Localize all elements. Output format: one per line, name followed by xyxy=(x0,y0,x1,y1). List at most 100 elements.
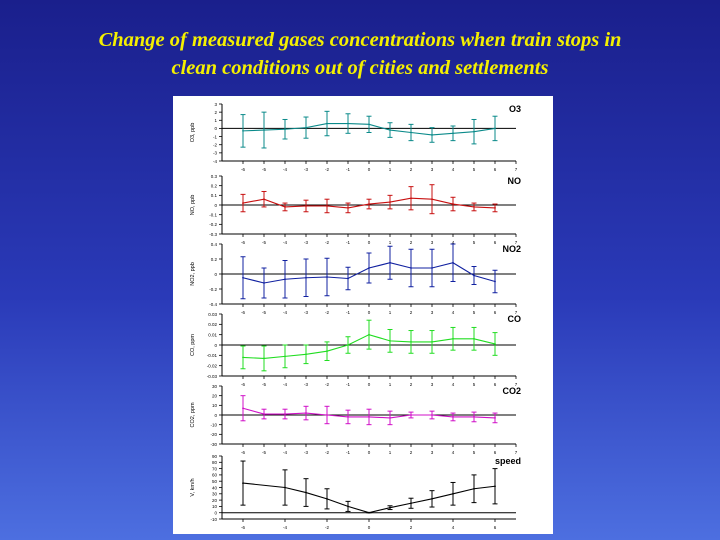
x-tick-label: 7 xyxy=(515,382,518,387)
slide-title-line-2: clean conditions out of cities and settl… xyxy=(171,57,549,79)
data-point xyxy=(305,205,307,207)
series-label: NO xyxy=(508,176,522,186)
data-point xyxy=(389,261,391,264)
y-tick-label: -0.01 xyxy=(207,353,218,358)
x-tick-label: -4 xyxy=(283,310,287,315)
data-point xyxy=(431,198,433,201)
data-point xyxy=(263,282,265,284)
data-point xyxy=(242,407,244,410)
y-tick-label: 0.3 xyxy=(211,174,218,179)
x-tick-label: -2 xyxy=(325,240,329,245)
x-tick-label: -4 xyxy=(283,382,287,387)
x-tick-label: 2 xyxy=(410,382,413,387)
y-tick-label: -0.2 xyxy=(209,222,217,227)
data-point xyxy=(368,333,370,336)
y-tick-label: 10 xyxy=(212,403,218,408)
x-tick-label: 5 xyxy=(473,167,476,172)
x-tick-label: 3 xyxy=(431,382,434,387)
y-tick-label: 80 xyxy=(212,460,218,465)
y-tick-label: -0.1 xyxy=(209,212,217,217)
x-tick-label: -3 xyxy=(304,310,308,315)
y-tick-label: 0.01 xyxy=(208,332,217,337)
data-point xyxy=(410,502,412,505)
data-point xyxy=(410,267,412,269)
x-tick-label: 2 xyxy=(410,450,413,455)
x-tick-label: -3 xyxy=(304,450,308,455)
x-tick-label: 4 xyxy=(452,525,455,530)
series-label: speed xyxy=(495,456,521,466)
y-tick-label: 40 xyxy=(212,485,218,490)
data-point xyxy=(452,132,454,135)
data-point xyxy=(473,487,475,490)
data-point xyxy=(452,261,454,264)
figure-panel: -4 -3 -2 -1 0 1 2 3 -6 -5 -4 -3 -2 -1 0 1 2 3 4 5 6 7 O3, ppb O… xyxy=(173,96,553,534)
x-tick-label: 7 xyxy=(515,310,518,315)
y-tick-label: 0 xyxy=(214,126,217,131)
data-point xyxy=(368,203,370,205)
data-point xyxy=(284,128,286,131)
data-point xyxy=(473,130,475,133)
data-point xyxy=(431,497,433,500)
data-point xyxy=(242,202,244,204)
x-tick-label: -4 xyxy=(283,525,287,530)
data-point xyxy=(494,485,496,488)
x-tick-label: 3 xyxy=(431,450,434,455)
x-tick-label: 6 xyxy=(494,382,497,387)
series-line xyxy=(242,482,496,514)
x-tick-label: 5 xyxy=(473,310,476,315)
data-point xyxy=(431,341,433,343)
y-tick-label: 0.2 xyxy=(211,183,218,188)
x-tick-label: 6 xyxy=(494,167,497,172)
x-tick-label: 4 xyxy=(452,382,455,387)
x-tick-label: 2 xyxy=(410,525,413,530)
y-tick-label: 0.03 xyxy=(208,312,217,317)
data-point xyxy=(452,203,454,205)
y-axis-label: O3, ppb xyxy=(190,123,196,143)
x-tick-label: -1 xyxy=(346,310,350,315)
y-tick-label: 70 xyxy=(212,466,218,471)
y-tick-label: 30 xyxy=(212,492,218,497)
y-tick-label: 0 xyxy=(214,272,217,277)
data-point xyxy=(368,416,370,418)
y-tick-label: 50 xyxy=(212,479,218,484)
x-tick-label: 4 xyxy=(452,310,455,315)
data-point xyxy=(347,122,349,125)
x-tick-label: 2 xyxy=(410,167,413,172)
x-tick-label: 1 xyxy=(389,450,392,455)
x-tick-label: -6 xyxy=(241,310,245,315)
y-tick-label: 0.4 xyxy=(211,242,218,247)
y-tick-label: -0.02 xyxy=(207,363,218,368)
x-tick-label: 5 xyxy=(473,240,476,245)
data-point xyxy=(326,122,328,125)
x-tick-label: 6 xyxy=(494,240,497,245)
data-point xyxy=(389,201,391,203)
x-tick-label: -4 xyxy=(283,240,287,245)
data-point xyxy=(347,416,349,418)
data-point xyxy=(263,413,265,415)
x-tick-label: 7 xyxy=(515,240,518,245)
x-tick-label: 5 xyxy=(473,382,476,387)
data-point xyxy=(368,267,370,269)
data-point xyxy=(326,276,328,278)
y-tick-label: -0.4 xyxy=(209,302,217,307)
y-axis-label: CO2, ppm xyxy=(190,402,196,427)
x-tick-label: -4 xyxy=(283,167,287,172)
y-tick-label: -3 xyxy=(213,151,217,156)
y-tick-label: 0 xyxy=(214,413,217,418)
x-tick-label: 0 xyxy=(368,167,371,172)
data-point xyxy=(284,206,286,208)
x-tick-label: 4 xyxy=(452,240,455,245)
chart-panel-1: -4 -3 -2 -1 0 1 2 3 -6 -5 -4 -3 -2 -1 0 1 2 3 4 5 6 7 O3, ppb O… xyxy=(190,102,521,172)
series-label: CO xyxy=(508,314,522,324)
slide-title: Change of measured gases concentrations … xyxy=(20,26,700,82)
y-tick-label: -4 xyxy=(213,159,217,164)
x-tick-label: 4 xyxy=(452,450,455,455)
y-tick-label: 0.02 xyxy=(208,322,217,327)
data-point xyxy=(389,339,391,342)
y-tick-label: -10 xyxy=(210,517,217,522)
y-tick-label: 20 xyxy=(212,393,218,398)
data-point xyxy=(410,414,412,416)
x-tick-label: -1 xyxy=(346,450,350,455)
